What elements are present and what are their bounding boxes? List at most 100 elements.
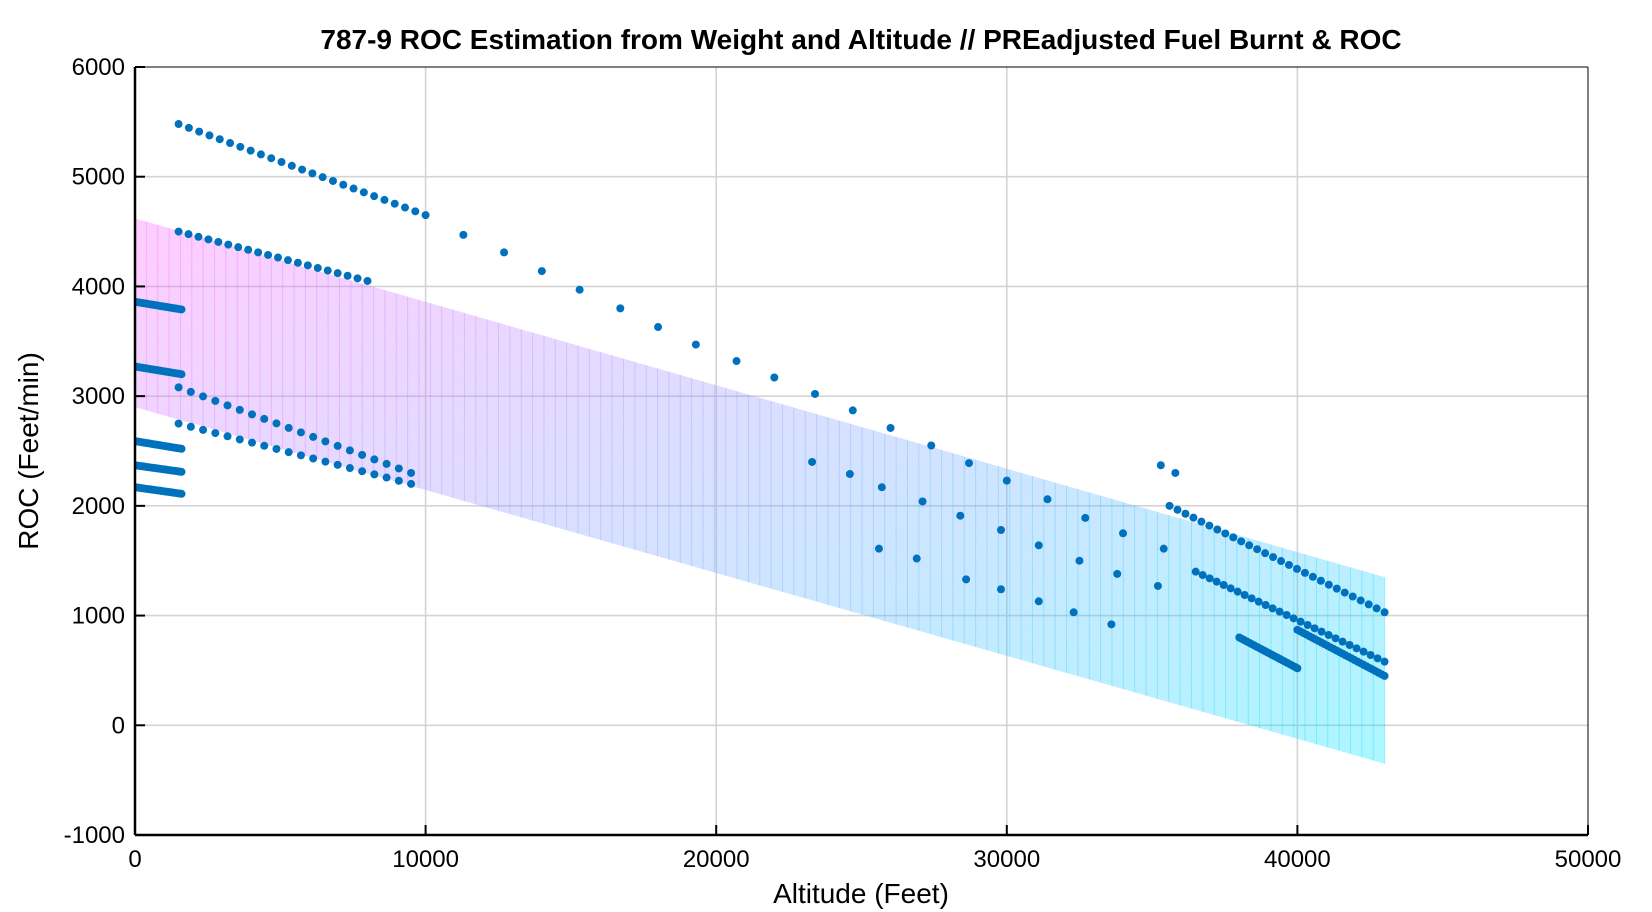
data-point-205 (1324, 580, 1333, 589)
data-point-104 (215, 135, 224, 144)
data-point-107 (246, 146, 255, 155)
data-point-164 (407, 468, 416, 477)
data-point-109 (267, 154, 276, 163)
data-point-145 (174, 383, 183, 392)
data-point-183 (394, 476, 403, 485)
data-point-297 (537, 267, 546, 276)
chart-title: 787-9 ROC Estimation from Weight and Alt… (320, 24, 1401, 55)
data-point-190 (1205, 521, 1214, 530)
data-point-177 (321, 457, 330, 466)
data-point-157 (321, 437, 330, 446)
data-point-231 (1317, 627, 1326, 636)
data-point-193 (1229, 533, 1238, 542)
data-points (135, 120, 1389, 680)
data-point-196 (1253, 545, 1262, 554)
data-point-173 (272, 444, 281, 453)
data-point-159 (345, 446, 354, 455)
data-point-129 (214, 237, 223, 246)
data-point-206 (1332, 584, 1341, 593)
data-point-309 (1002, 476, 1011, 485)
data-point-301 (691, 340, 700, 349)
x-tick-label-3: 30000 (973, 846, 1040, 873)
data-point-134 (264, 250, 273, 259)
data-point-106 (236, 142, 245, 151)
y-tick-label-3: 2000 (72, 493, 125, 520)
x-tick-label-0: 0 (128, 846, 141, 873)
data-point-331 (962, 575, 971, 584)
surface-fill (135, 218, 1385, 764)
data-point-233 (1331, 634, 1340, 643)
data-point-149 (223, 401, 232, 410)
data-point-199 (1277, 557, 1286, 566)
data-point-174 (284, 448, 293, 457)
data-point-303 (770, 373, 779, 382)
data-point-163 (394, 464, 403, 473)
data-point-220 (1240, 591, 1249, 600)
data-point-184 (407, 479, 416, 488)
data-point-186 (1173, 505, 1182, 514)
data-point-110 (277, 157, 286, 166)
data-point-326 (996, 585, 1005, 594)
data-point-171 (248, 438, 257, 447)
data-point-127 (194, 232, 203, 241)
data-point-235 (1345, 640, 1354, 649)
data-point-237 (1359, 647, 1368, 656)
data-point-123 (411, 207, 420, 216)
data-point-150 (235, 405, 244, 414)
data-point-181 (370, 470, 379, 479)
data-point-156 (309, 432, 318, 441)
data-point-312 (1119, 529, 1128, 538)
data-point-229 (1303, 620, 1312, 629)
x-tick-label-1: 10000 (392, 846, 459, 873)
data-point-126 (184, 230, 193, 239)
data-point-298 (575, 285, 584, 294)
data-point-230 (1310, 624, 1319, 633)
data-point-176 (309, 454, 318, 463)
data-point-305 (848, 406, 857, 415)
y-tick-labels: -1000 0 1000 2000 3000 4000 5000 6000 (64, 54, 125, 849)
data-point-197 (1261, 549, 1270, 558)
data-point-114 (318, 173, 327, 182)
data-point-79 (177, 467, 186, 476)
data-point-316 (918, 497, 927, 506)
data-point-200 (1285, 560, 1294, 569)
data-point-330 (912, 554, 921, 563)
data-point-135 (274, 253, 283, 262)
y-tick-label-1: 0 (112, 712, 125, 739)
data-point-185 (1165, 501, 1174, 510)
data-point-322 (1153, 581, 1162, 590)
data-point-238 (1366, 650, 1375, 659)
data-point-19 (177, 305, 186, 314)
data-point-111 (287, 161, 296, 170)
data-point-115 (328, 176, 337, 185)
data-point-140 (323, 266, 332, 275)
data-point-124 (421, 211, 430, 220)
data-point-120 (380, 195, 389, 204)
data-point-180 (358, 467, 367, 476)
data-point-332 (1159, 544, 1168, 553)
data-point-308 (965, 459, 974, 468)
data-point-329 (874, 544, 883, 553)
data-point-310 (1043, 495, 1052, 504)
data-point-132 (244, 245, 253, 254)
data-point-321 (1113, 569, 1122, 578)
data-point-317 (956, 511, 965, 520)
data-point-119 (370, 192, 379, 201)
data-point-218 (1226, 584, 1235, 593)
data-point-138 (303, 261, 312, 270)
regression-surface (135, 218, 1386, 764)
data-point-194 (1237, 537, 1246, 546)
y-tick-label-4: 3000 (72, 383, 125, 410)
data-point-219 (1233, 587, 1242, 596)
data-point-307 (927, 441, 936, 450)
data-point-113 (308, 169, 317, 178)
data-point-182 (382, 473, 391, 482)
y-tick-label-2: 1000 (72, 603, 125, 630)
axes (133, 66, 1589, 837)
data-point-314 (1171, 468, 1180, 477)
data-point-212 (1380, 608, 1389, 617)
data-point-296 (500, 248, 509, 257)
data-point-324 (1069, 608, 1078, 617)
data-point-201 (1292, 564, 1301, 573)
x-tick-label-5: 50000 (1555, 846, 1622, 873)
